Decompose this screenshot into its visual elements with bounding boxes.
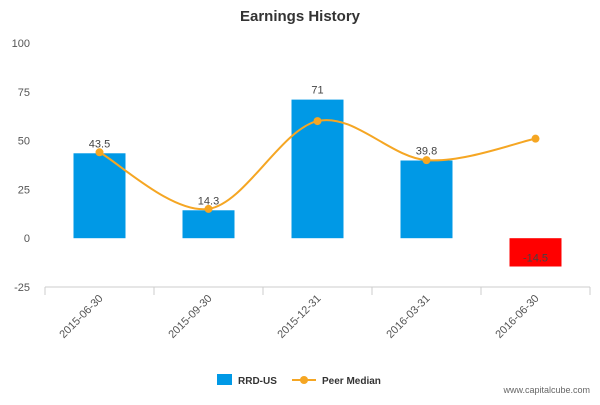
data-label: -14.5 — [523, 253, 548, 265]
x-tick-label: 2016-03-31 — [384, 293, 432, 341]
x-tick-label: 2015-12-31 — [275, 293, 323, 341]
peer-median-point[interactable] — [204, 204, 213, 213]
x-tick-label: 2015-09-30 — [166, 293, 214, 341]
x-axis: 2015-06-30 2015-09-30 2015-12-31 2016-03-31… — [44, 286, 591, 341]
y-tick-label: 75 — [18, 87, 30, 99]
legend-label: Peer Median — [322, 376, 381, 387]
legend-item-rrd-us[interactable]: RRD-US — [217, 374, 277, 387]
bar[interactable] — [400, 160, 453, 239]
bar[interactable] — [73, 153, 126, 239]
y-tick-label: 50 — [18, 136, 30, 148]
data-labels: 43.5 14.3 71 39.8 -14.5 — [89, 85, 548, 265]
y-tick-label: 25 — [18, 184, 30, 196]
legend-swatch-bar — [217, 374, 232, 385]
chart-title: Earnings History — [240, 8, 361, 25]
x-tick-label: 2016-06-30 — [493, 293, 541, 341]
y-tick-label: 0 — [24, 233, 30, 245]
peer-median-point[interactable] — [531, 134, 540, 143]
data-label: 43.5 — [89, 138, 110, 150]
bar[interactable] — [182, 210, 235, 239]
y-tick-label: -25 — [14, 282, 30, 294]
legend-swatch-dot — [300, 376, 308, 384]
peer-median-point[interactable] — [95, 148, 104, 157]
legend-item-peer-median[interactable]: Peer Median — [292, 376, 381, 387]
bar[interactable] — [509, 238, 562, 267]
peer-median-point[interactable] — [313, 117, 322, 126]
peer-median-point[interactable] — [422, 156, 431, 165]
x-tick-label: 2015-06-30 — [57, 293, 105, 341]
peer-median-series — [95, 117, 540, 213]
bar-series — [73, 99, 562, 267]
data-label: 14.3 — [198, 195, 219, 207]
y-axis: 100 75 50 25 0 -25 — [12, 38, 30, 294]
watermark: www.capitalcube.com — [502, 385, 590, 395]
data-label: 39.8 — [416, 146, 437, 158]
legend-label: RRD-US — [238, 376, 277, 387]
legend[interactable]: RRD-US Peer Median — [217, 374, 381, 387]
data-label: 71 — [311, 85, 323, 97]
y-tick-label: 100 — [12, 38, 30, 50]
